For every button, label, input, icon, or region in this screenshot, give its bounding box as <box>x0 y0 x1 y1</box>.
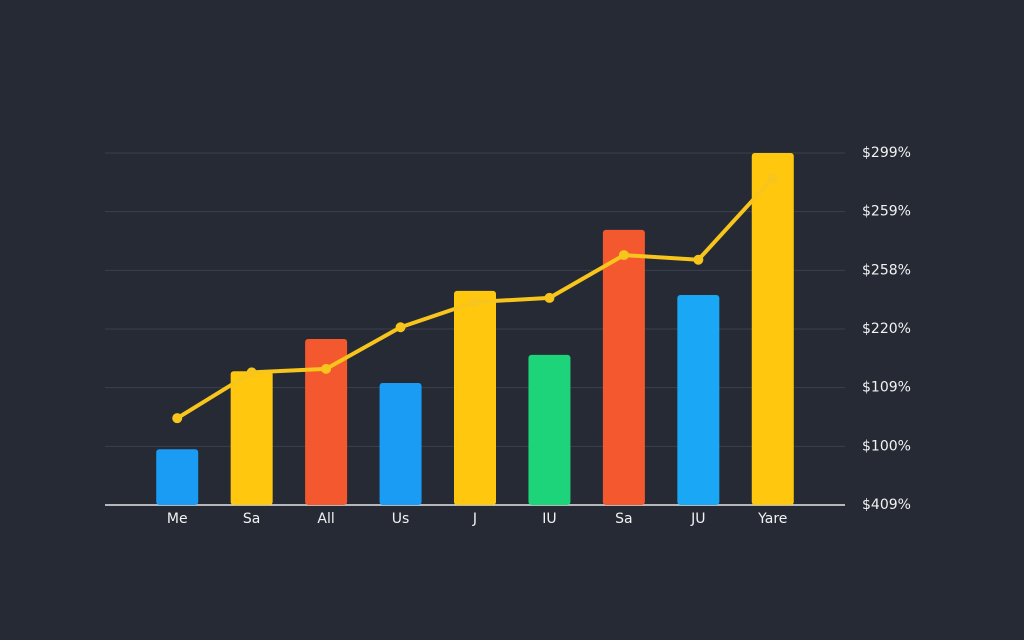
line-point <box>470 297 480 308</box>
x-tick-label: Us <box>392 511 410 527</box>
y-tick-label: $220% <box>862 321 911 337</box>
bar <box>602 229 645 505</box>
bar <box>528 354 571 505</box>
line-point <box>321 363 332 374</box>
line-point <box>693 254 704 265</box>
bar <box>379 382 422 505</box>
y-tick-label: $259% <box>862 204 911 220</box>
line-point <box>172 413 183 424</box>
y-tick-label: $258% <box>862 262 911 278</box>
bar <box>305 338 348 505</box>
bar <box>677 294 720 505</box>
x-tick-label: Me <box>167 511 188 527</box>
y-tick-label: $409% <box>862 497 911 513</box>
bar <box>751 153 794 505</box>
x-tick-label: IU <box>542 511 556 527</box>
x-tick-label: All <box>317 511 334 527</box>
bar <box>156 449 199 505</box>
y-tick-label: $299% <box>862 145 911 161</box>
x-tick-label: Yare <box>757 511 787 527</box>
bar <box>230 371 273 505</box>
line-point <box>246 367 257 378</box>
y-tick-label: $109% <box>862 380 911 396</box>
bar <box>454 290 496 505</box>
y-tick-label: $100% <box>862 438 911 454</box>
x-tick-label: Sa <box>615 511 632 527</box>
x-tick-label: Sa <box>243 511 260 527</box>
x-tick-label: JU <box>690 511 705 527</box>
x-tick-label: J <box>472 511 477 527</box>
line-point <box>544 292 555 303</box>
line-point <box>767 173 778 184</box>
line-point <box>618 250 629 261</box>
line-point <box>395 322 406 333</box>
